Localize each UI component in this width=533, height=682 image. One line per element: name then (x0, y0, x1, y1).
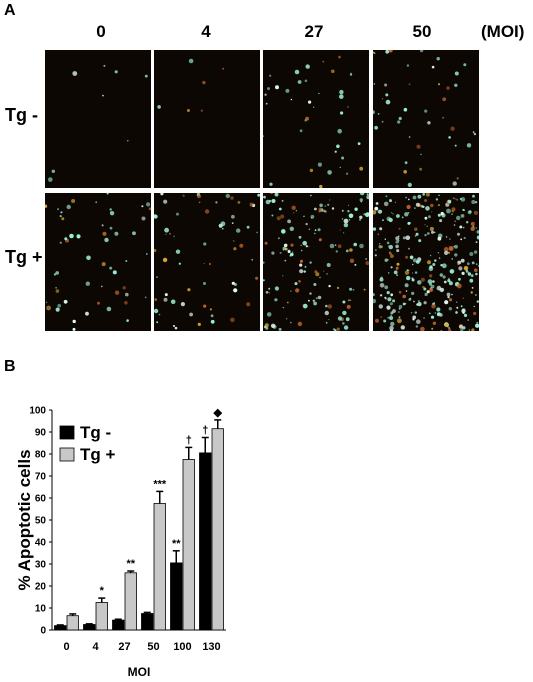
micrograph-tg-plus-moi-50 (373, 193, 479, 331)
bar (66, 615, 79, 631)
bar (124, 572, 137, 631)
y-tick-label: 90 (35, 428, 47, 439)
x-axis-label: MOI (128, 665, 151, 679)
micrograph-tg-minus-moi-27 (263, 50, 369, 188)
significance-label: * (100, 585, 105, 597)
y-axis-label: % Apoptotic cells (15, 449, 34, 590)
micrograph-tg-plus-moi-0 (45, 193, 151, 331)
significance-label: † (186, 434, 192, 446)
bar (153, 503, 166, 631)
x-tick-label: 130 (202, 641, 220, 653)
micrograph-tg-minus-moi-4 (154, 50, 260, 188)
panel-a-label: A (4, 2, 16, 19)
y-tick-label: 0 (40, 626, 46, 637)
significance-label: ** (172, 538, 181, 550)
y-tick-label: 70 (35, 472, 47, 483)
bar (83, 624, 96, 631)
column-label-moi-4: 4 (201, 22, 211, 41)
bar (182, 459, 195, 631)
bar (170, 562, 183, 631)
panel-b-label: B (4, 358, 16, 375)
bar (199, 452, 212, 631)
column-unit-label: (MOI) (481, 22, 525, 41)
legend-label: Tg - (80, 423, 111, 442)
significance-label: ◆ (213, 407, 223, 419)
x-tick-label: 0 (63, 641, 69, 653)
significance-label: † (202, 425, 208, 437)
y-tick-label: 30 (35, 560, 47, 571)
y-tick-label: 40 (35, 538, 47, 549)
bar-chart: % Apoptotic cells MOI 010203040506070809… (15, 406, 226, 679)
legend-swatch (59, 447, 75, 462)
column-label-moi-0: 0 (96, 22, 106, 41)
y-tick-label: 80 (35, 450, 47, 461)
bar (95, 602, 108, 631)
bar (141, 613, 154, 631)
chart-plot-area: 0 10 20 30 40 50 60 70 80 90 100 0 4 * 27 ** 50 *** 100 ** †… (29, 406, 226, 653)
x-tick-label: 50 (147, 641, 159, 653)
significance-label: *** (153, 478, 167, 490)
column-label-moi-27: 27 (304, 22, 324, 41)
bar (211, 428, 224, 631)
x-tick-label: 4 (92, 641, 99, 653)
row-label-tg-plus: Tg + (5, 247, 43, 267)
micrograph-tg-plus-moi-27 (263, 193, 369, 331)
x-tick-label: 100 (173, 641, 191, 653)
y-tick-label: 10 (35, 604, 47, 615)
legend-label: Tg + (80, 445, 115, 464)
significance-label: ** (126, 558, 135, 570)
y-tick-label: 60 (35, 494, 47, 505)
y-tick-label: 100 (29, 406, 46, 417)
micrograph-tg-minus-moi-50 (373, 50, 479, 188)
micrograph-tg-plus-moi-4 (154, 193, 260, 331)
column-label-moi-50: 50 (412, 22, 432, 41)
bar (112, 619, 125, 631)
y-tick-label: 20 (35, 582, 47, 593)
micrograph-tg-minus-moi-0 (45, 50, 151, 188)
x-tick-label: 27 (118, 641, 130, 653)
row-label-tg-minus: Tg - (5, 105, 38, 125)
legend-swatch (59, 425, 75, 440)
bar (54, 625, 67, 631)
y-tick-label: 50 (35, 516, 47, 527)
